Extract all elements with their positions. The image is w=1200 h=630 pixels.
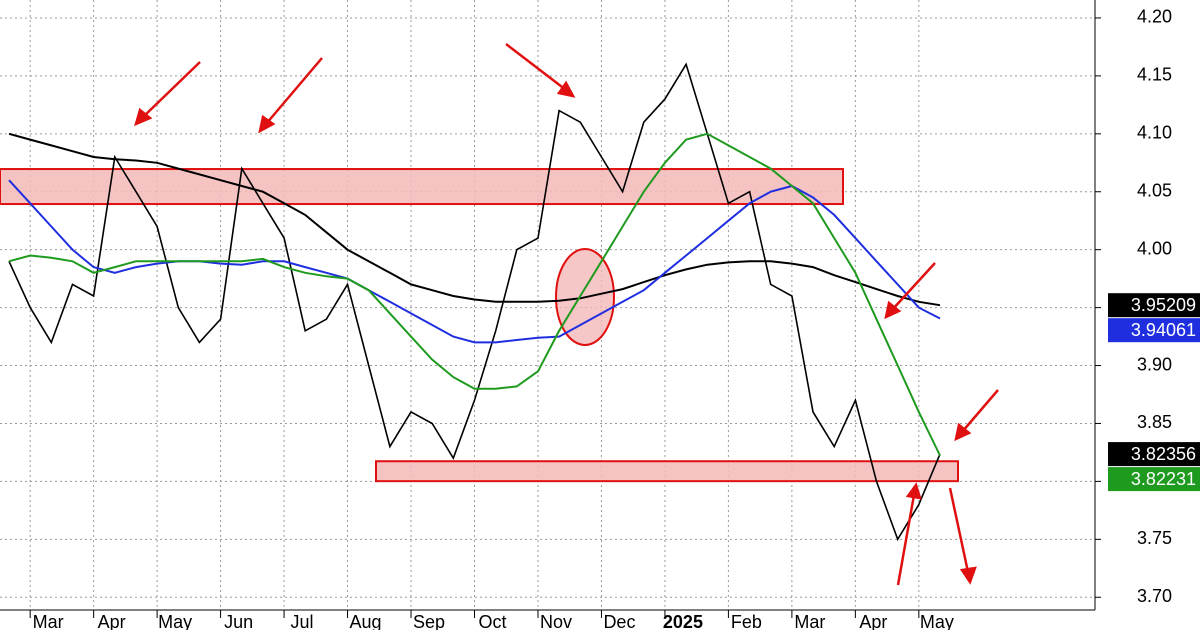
grid	[0, 0, 1095, 610]
last-value-tag	[1108, 293, 1200, 318]
last-value-label: 3.95209	[1131, 295, 1196, 315]
arrow-head	[134, 107, 153, 127]
arrow	[896, 494, 916, 586]
y-tick-label: 3.90	[1137, 354, 1172, 374]
arrow-head	[905, 482, 922, 500]
arrow-head	[954, 422, 972, 442]
last-value-tag	[1108, 467, 1200, 492]
last-value-label: 3.82356	[1131, 444, 1196, 464]
x-tick-label: Mar	[794, 612, 825, 630]
x-tick-label: 2025	[663, 612, 703, 630]
series-line	[8, 132, 941, 456]
y-tick-label: 4.05	[1137, 180, 1172, 200]
last-value-label: 3.82231	[1131, 469, 1196, 489]
zone	[0, 168, 844, 206]
series-line	[8, 62, 941, 542]
series-line	[8, 179, 941, 344]
x-tick-label: Apr	[859, 612, 887, 630]
x-tick-label: May	[920, 612, 954, 630]
arrow-head	[258, 114, 276, 134]
y-tick-label: 3.75	[1137, 528, 1172, 548]
x-tick-label: Dec	[603, 612, 635, 630]
y-tick-label: 3.70	[1137, 586, 1172, 606]
arrow	[265, 57, 323, 125]
x-tick-label: Feb	[731, 612, 762, 630]
series-line	[8, 132, 941, 307]
x-tick-label: Nov	[540, 612, 572, 630]
x-tick-label: May	[158, 612, 192, 630]
y-tick-label: 4.00	[1137, 238, 1172, 258]
last-value-label: 3.94061	[1131, 320, 1196, 340]
x-tick-label: Mar	[33, 612, 64, 630]
y-tick-label: 4.15	[1137, 65, 1172, 85]
x-tick-label: Oct	[478, 612, 506, 630]
arrow	[891, 262, 936, 311]
y-tick-label: 4.10	[1137, 123, 1172, 143]
lines	[8, 62, 941, 542]
x-tick-label: Aug	[350, 612, 382, 630]
x-tick-label: Jun	[224, 612, 253, 630]
y-tick-label: 3.85	[1137, 412, 1172, 432]
arrow-head	[884, 300, 902, 320]
zone	[375, 460, 959, 483]
y-tick-label: 4.20	[1137, 7, 1172, 27]
arrows	[134, 43, 999, 586]
last-value-tag	[1108, 318, 1200, 343]
last-value-tag	[1108, 442, 1200, 467]
arrow	[505, 43, 567, 91]
x-tick-label: Apr	[98, 612, 126, 630]
arrow	[948, 487, 970, 573]
arrow-head	[556, 80, 576, 98]
arrow	[961, 389, 999, 433]
x-tick-label: Jul	[291, 612, 314, 630]
axis-labels: 3.703.753.803.853.903.954.004.054.104.15…	[29, 7, 1200, 630]
x-tick-label: Sep	[413, 612, 445, 630]
arrow	[141, 61, 201, 119]
arrow-head	[959, 566, 977, 585]
